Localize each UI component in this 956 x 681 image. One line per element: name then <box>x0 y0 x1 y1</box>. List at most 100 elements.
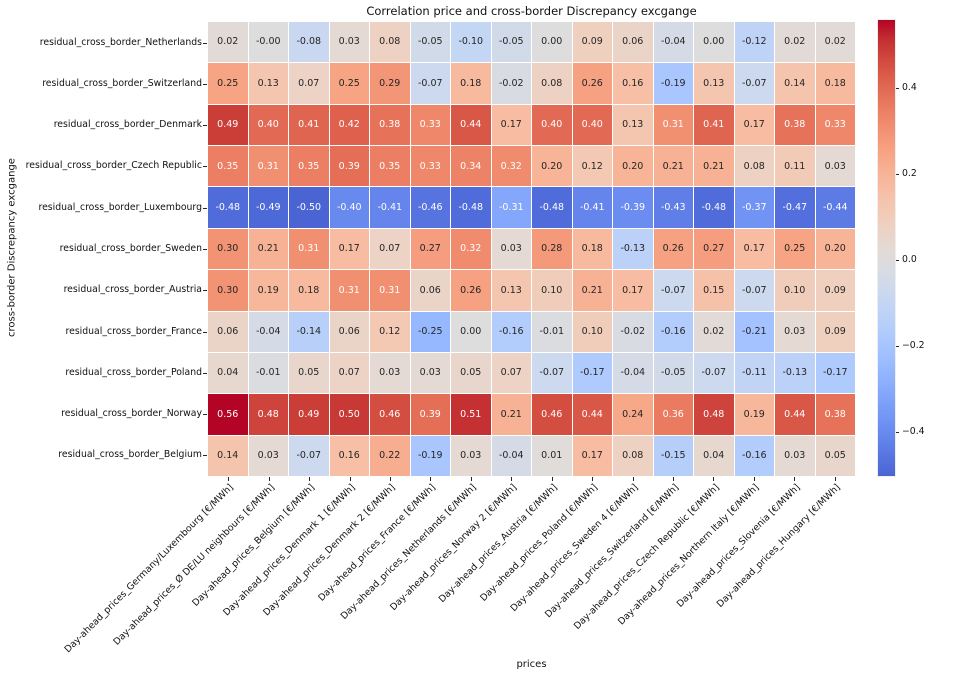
cell-value: -0.05 <box>660 367 686 379</box>
heatmap-cell: 0.06 <box>410 270 450 311</box>
cell-value: -0.15 <box>660 450 686 462</box>
cell-value: -0.50 <box>296 201 322 213</box>
cell-value: 0.41 <box>298 119 320 131</box>
heatmap-cell: -0.07 <box>694 352 734 394</box>
cell-value: 0.03 <box>419 367 441 379</box>
tick-mark <box>713 477 714 481</box>
cell-value: 0.44 <box>581 408 603 420</box>
tick-mark <box>203 84 207 85</box>
cell-value: 0.27 <box>703 243 725 255</box>
cell-value: 0.02 <box>217 36 239 48</box>
heatmap-cell: 0.14 <box>208 435 248 476</box>
heatmap-cell: -0.04 <box>491 435 531 476</box>
heatmap-cell: -0.08 <box>289 22 329 63</box>
cell-value: 0.36 <box>662 408 684 420</box>
cell-value: -0.01 <box>255 367 281 379</box>
colorbar-gradient <box>877 19 896 477</box>
heatmap-cell: 0.10 <box>775 270 815 311</box>
cell-value: 0.31 <box>257 160 279 172</box>
heatmap-cell: 0.24 <box>613 394 653 435</box>
cell-value: 0.33 <box>419 160 441 172</box>
heatmap-cell: -0.16 <box>653 311 693 352</box>
heatmap-cell: 0.35 <box>208 146 248 187</box>
heatmap-cell: 0.03 <box>329 22 369 63</box>
cell-value: -0.19 <box>660 77 686 89</box>
cell-value: 0.18 <box>824 77 846 89</box>
heatmap-cell: 0.05 <box>451 352 491 394</box>
heatmap-cell: 0.10 <box>532 270 572 311</box>
cell-value: 0.03 <box>257 450 279 462</box>
heatmap-cell: 0.00 <box>532 22 572 63</box>
cell-value: -0.07 <box>701 367 727 379</box>
cell-value: 0.00 <box>460 325 482 337</box>
cell-value: 0.51 <box>460 408 482 420</box>
cell-value: -0.14 <box>296 325 322 337</box>
cell-value: -0.04 <box>498 450 524 462</box>
cell-value: 0.39 <box>419 408 441 420</box>
cell-value: -0.07 <box>417 77 443 89</box>
y-tick-label: residual_cross_border_Belgium <box>58 449 202 461</box>
heatmap-cell: -0.19 <box>653 63 693 104</box>
cell-value: 0.07 <box>298 77 320 89</box>
heatmap-cell: 0.33 <box>410 104 450 146</box>
y-tick-label: residual_cross_border_Sweden <box>59 243 202 254</box>
cell-value: 0.05 <box>824 450 846 462</box>
heatmap-cell: 0.40 <box>572 104 612 146</box>
chart-title: Correlation price and cross-border Discr… <box>366 4 697 18</box>
heatmap-cell: 0.03 <box>248 435 288 476</box>
cell-value: 0.38 <box>379 119 401 131</box>
tick-mark <box>895 260 899 261</box>
tick-mark <box>592 477 593 481</box>
cell-value: 0.10 <box>784 284 806 296</box>
heatmap-cell: -0.13 <box>775 352 815 394</box>
heatmap-cell: 0.42 <box>329 104 369 146</box>
heatmap-cell: 0.12 <box>370 311 410 352</box>
heatmap-cell: -0.07 <box>532 352 572 394</box>
cell-value: 0.00 <box>541 36 563 48</box>
heatmap-cell: 0.25 <box>208 63 248 104</box>
cell-value: 0.38 <box>784 119 806 131</box>
cell-value: -0.41 <box>377 201 403 213</box>
cell-value: 0.40 <box>541 119 563 131</box>
cell-value: -0.16 <box>741 450 767 462</box>
heatmap-cell: 0.38 <box>370 104 410 146</box>
heatmap-cell: 0.27 <box>410 228 450 270</box>
cell-value: 0.27 <box>419 243 441 255</box>
cell-value: -0.48 <box>539 201 565 213</box>
y-tick-label: residual_cross_border_Austria <box>63 284 202 296</box>
heatmap-cell: 0.15 <box>694 270 734 311</box>
tick-mark <box>269 477 270 481</box>
cell-value: 0.25 <box>784 243 806 255</box>
cell-value: 0.08 <box>622 450 644 462</box>
heatmap-cell: 0.29 <box>370 63 410 104</box>
cell-value: 0.44 <box>460 119 482 131</box>
tick-mark <box>895 174 899 175</box>
cell-value: 0.44 <box>784 408 806 420</box>
cell-value: 0.21 <box>581 284 603 296</box>
heatmap-cell: 0.05 <box>815 435 855 476</box>
heatmap-cell: 0.19 <box>734 394 774 435</box>
heatmap-cell: 0.40 <box>532 104 572 146</box>
cell-value: 0.18 <box>460 77 482 89</box>
cell-value: -0.00 <box>255 36 281 48</box>
cell-value: 0.17 <box>622 284 644 296</box>
cell-value: 0.35 <box>298 160 320 172</box>
heatmap-cell: -0.47 <box>775 187 815 228</box>
cell-value: 0.13 <box>500 284 522 296</box>
cell-value: 0.07 <box>379 243 401 255</box>
heatmap-cell: 0.41 <box>289 104 329 146</box>
heatmap-cell: 0.17 <box>734 228 774 270</box>
cell-value: 0.03 <box>460 450 482 462</box>
cell-value: 0.13 <box>257 77 279 89</box>
cell-value: 0.21 <box>257 243 279 255</box>
cell-value: -0.12 <box>741 36 767 48</box>
heatmap-cell: 0.16 <box>613 63 653 104</box>
heatmap-cell: 0.13 <box>491 270 531 311</box>
x-tick-label: Day-ahead_prices_Germany/Luxembourg [€/M… <box>62 482 236 656</box>
tick-mark <box>203 455 207 456</box>
cell-value: 0.30 <box>217 284 239 296</box>
cell-value: 0.26 <box>460 284 482 296</box>
heatmap-cell: -0.05 <box>653 352 693 394</box>
heatmap-cell: 0.38 <box>815 394 855 435</box>
heatmap-cell: 0.06 <box>613 22 653 63</box>
